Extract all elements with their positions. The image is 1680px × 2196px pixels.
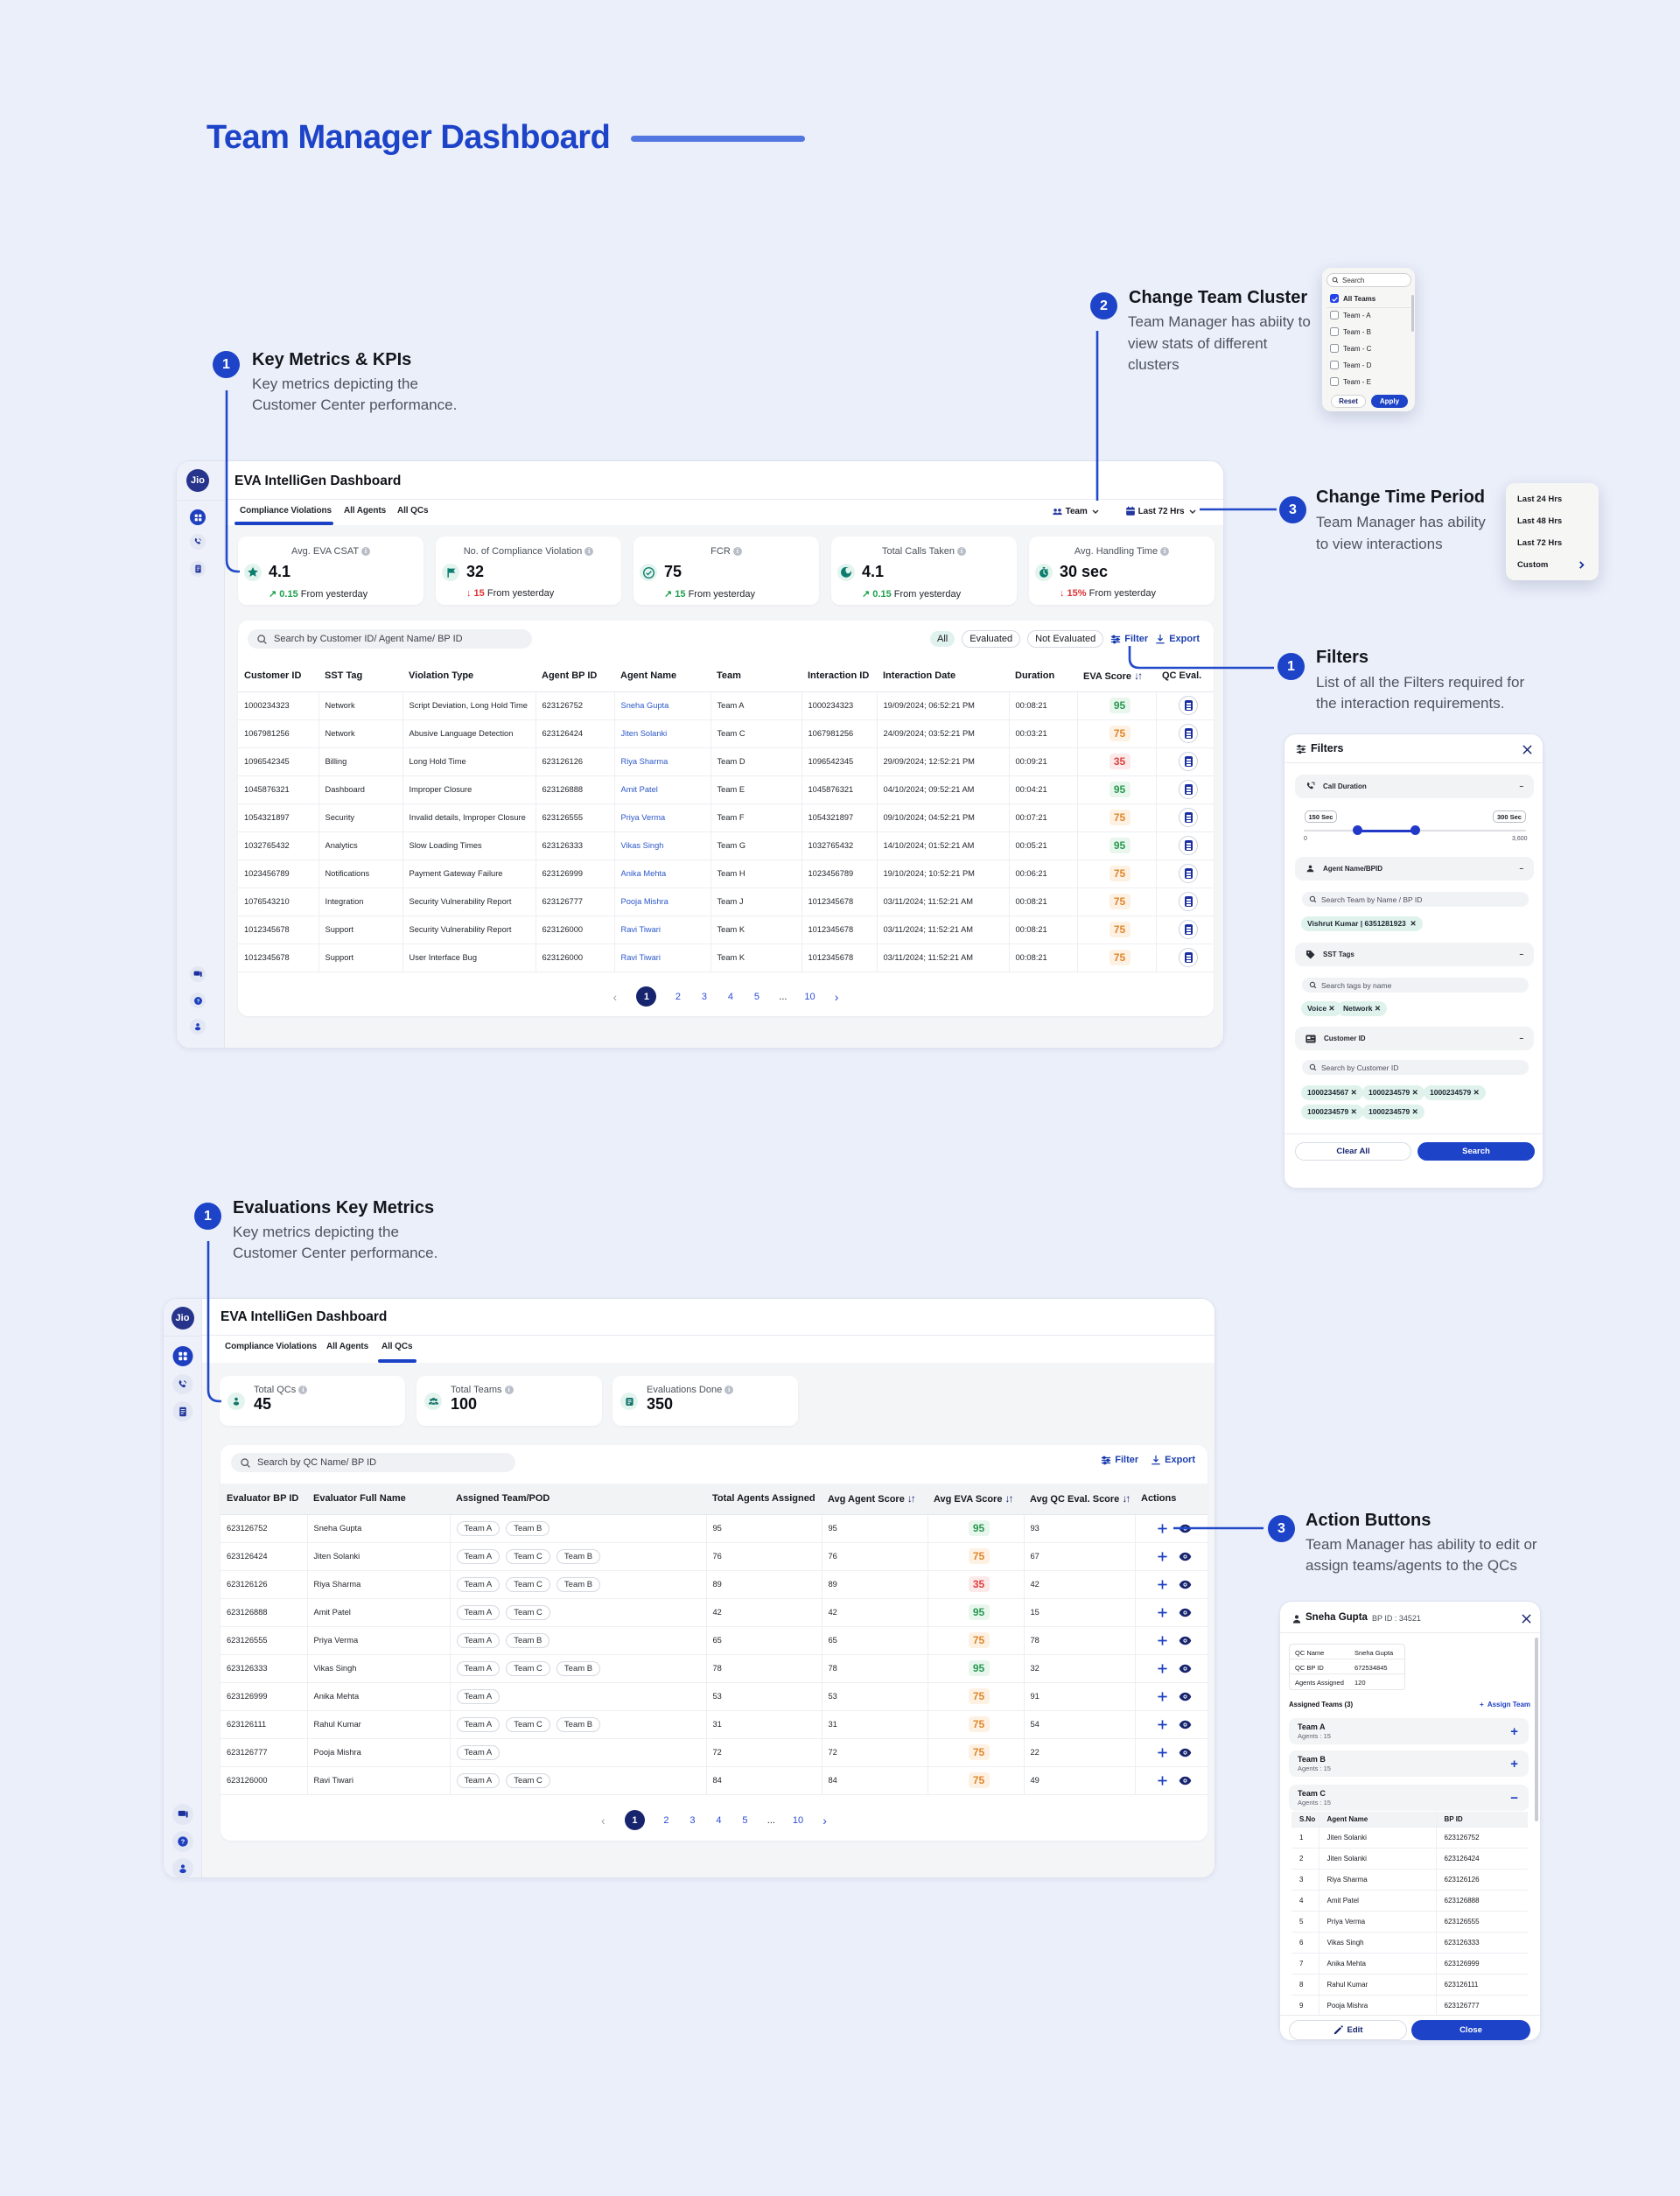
svg-text:?: ? [196,999,200,1004]
svg-text:?: ? [180,1838,185,1846]
